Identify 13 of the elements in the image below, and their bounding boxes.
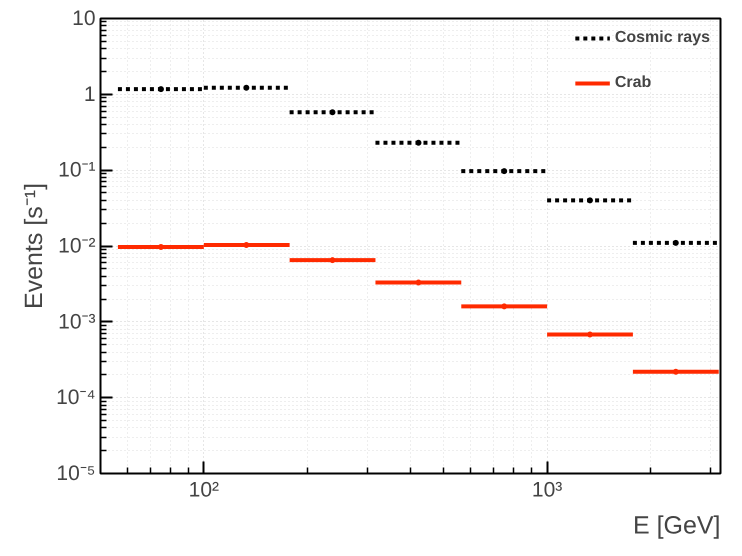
y-tick-label: 10⁻¹ xyxy=(58,158,96,182)
x-tick-label: 10² xyxy=(188,478,220,502)
legend-label: Crab xyxy=(614,74,652,92)
y-tick-label: 1 xyxy=(84,82,96,106)
y-tick-label: 10⁻³ xyxy=(58,310,96,334)
y-tick-label: 10⁻⁵ xyxy=(56,462,96,485)
x-tick-label: 10³ xyxy=(532,478,562,502)
y-axis-title: Events [s⁻¹] xyxy=(20,182,48,310)
y-tick-label: 10⁻² xyxy=(58,234,96,258)
x-axis-title: E [GeV] xyxy=(632,512,721,540)
legend-label: Cosmic rays xyxy=(614,29,710,47)
y-tick-label: 10⁻⁴ xyxy=(56,386,96,410)
y-tick-label: 10 xyxy=(72,7,96,30)
